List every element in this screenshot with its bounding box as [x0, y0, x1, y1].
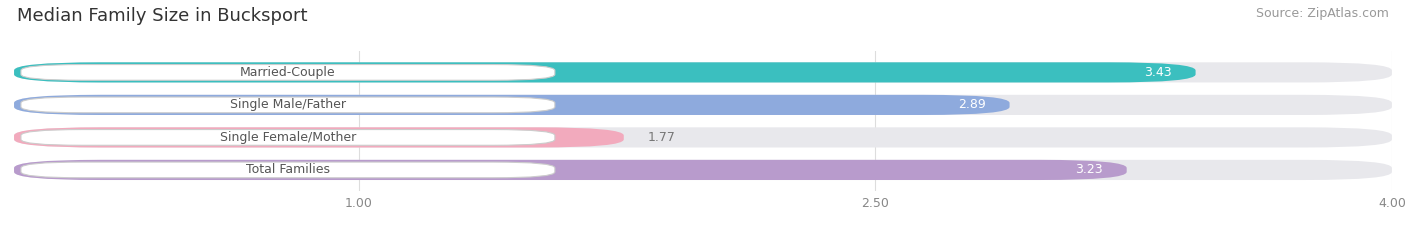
FancyBboxPatch shape [21, 130, 555, 145]
FancyBboxPatch shape [21, 97, 555, 113]
Text: 3.23: 3.23 [1076, 163, 1102, 176]
FancyBboxPatch shape [14, 160, 1126, 180]
FancyBboxPatch shape [14, 127, 1392, 147]
FancyBboxPatch shape [14, 95, 1392, 115]
Text: Single Male/Father: Single Male/Father [231, 98, 346, 111]
Text: Source: ZipAtlas.com: Source: ZipAtlas.com [1256, 7, 1389, 20]
FancyBboxPatch shape [14, 62, 1195, 82]
FancyBboxPatch shape [14, 95, 1010, 115]
Text: 3.43: 3.43 [1144, 66, 1171, 79]
Text: Single Female/Mother: Single Female/Mother [219, 131, 356, 144]
Text: 2.89: 2.89 [957, 98, 986, 111]
FancyBboxPatch shape [14, 62, 1392, 82]
FancyBboxPatch shape [14, 160, 1392, 180]
Text: Married-Couple: Married-Couple [240, 66, 336, 79]
Text: Median Family Size in Bucksport: Median Family Size in Bucksport [17, 7, 308, 25]
Text: 1.77: 1.77 [648, 131, 676, 144]
FancyBboxPatch shape [21, 162, 555, 178]
Text: Total Families: Total Families [246, 163, 330, 176]
FancyBboxPatch shape [21, 65, 555, 80]
FancyBboxPatch shape [14, 127, 624, 147]
